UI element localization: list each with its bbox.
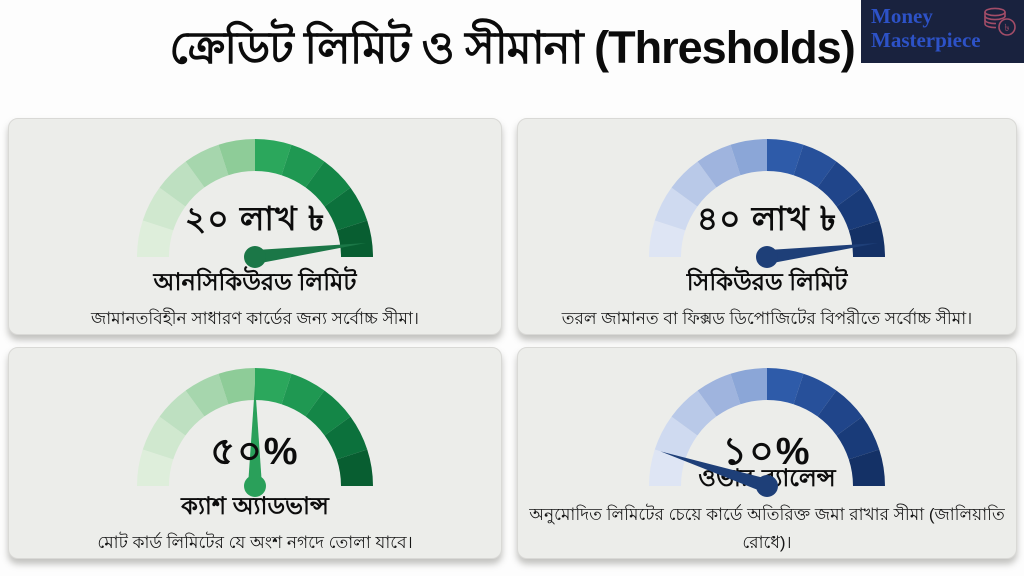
gauge-cash-advance: ৫০%: [120, 356, 390, 497]
threshold-card-over-balance: ১০% ওভার-ব্যালেন্স অনুমোদিত লিমিটের চেয়…: [517, 347, 1017, 559]
gauge-value: ৫০%: [210, 431, 300, 473]
gauge-label: আনসিকিউরড লিমিট: [153, 269, 357, 296]
threshold-card-secured-limit: ৪০ লাখ ৳ সিকিউরড লিমিট তরল জামানত বা ফিক…: [517, 118, 1017, 335]
gauge-secured-limit: ৪০ লাখ ৳: [632, 127, 902, 268]
brand-name-line2: Masterpiece: [871, 27, 981, 52]
brand-logo: Money Masterpiece ৳: [861, 0, 1024, 63]
gauge-value: ৪০ লাখ ৳: [696, 200, 838, 237]
gauge-chart: [649, 139, 885, 268]
taka-symbol: ৳: [1005, 23, 1010, 34]
gauge-chart: [137, 368, 373, 497]
coins-taka-icon: ৳: [980, 4, 1018, 45]
threshold-card-unsecured-limit: ২০ লাখ ৳ আনসিকিউরড লিমিট জামানতবিহীন সাধ…: [8, 118, 502, 335]
page-title: ক্রেডিট লিমিট ও সীমানা (Thresholds): [169, 22, 855, 73]
gauge-description: তরল জামানত বা ফিক্সড ডিপোজিটের বিপরীতে স…: [561, 309, 973, 328]
gauge-unsecured-limit: ২০ লাখ ৳: [120, 127, 390, 268]
gauge-over-balance: ১০%: [632, 356, 902, 497]
gauge-value: ২০ লাখ ৳: [184, 200, 326, 237]
gauge-value: ১০%: [722, 431, 812, 473]
gauge-chart: [137, 139, 373, 268]
brand-name-line1: Money: [871, 4, 933, 28]
gauge-chart: [649, 368, 885, 497]
threshold-card-cash-advance: ৫০% ক্যাশ অ্যাডভান্স মোট কার্ড লিমিটের য…: [8, 347, 502, 559]
gauge-label: সিকিউরড লিমিট: [686, 269, 848, 296]
gauge-label: ক্যাশ অ্যাডভান্স: [181, 493, 329, 520]
brand-name: Money Masterpiece: [871, 4, 981, 52]
gauge-description: জামানতবিহীন সাধারণ কার্ডের জন্য সর্বোচ্চ…: [91, 309, 419, 328]
gauge-description: মোট কার্ড লিমিটের যে অংশ নগদে তোলা যাবে।: [97, 533, 413, 552]
gauge-description: অনুমোদিত লিমিটের চেয়ে কার্ডে অতিরিক্ত জ…: [529, 505, 1005, 552]
